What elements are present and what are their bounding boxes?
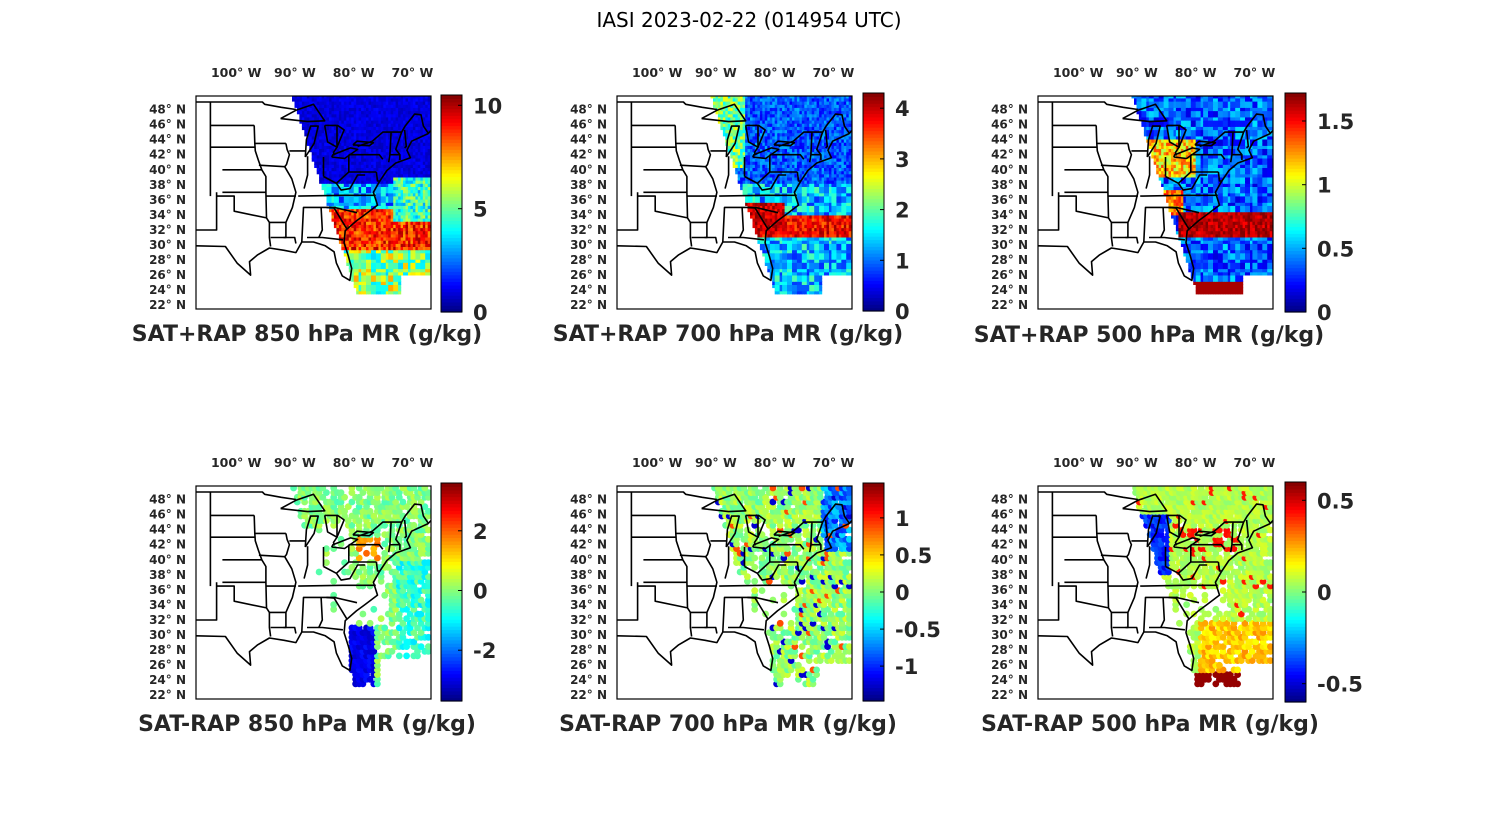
data-field — [292, 95, 433, 295]
state-border — [196, 192, 217, 230]
longitude-tick-label: 100° W — [211, 65, 262, 80]
panel-label: SAT+RAP 850 hPa MR (g/kg) — [132, 322, 482, 347]
map-panel-sat-rap-sum-850: 100° W 90° W 80° W 70° W 48° N46° N44° N42° … — [132, 65, 502, 347]
latitude-tick-label: 44° N — [149, 133, 186, 147]
latitude-tick-label: 28° N — [149, 253, 186, 267]
longitude-tick-label: 70° W — [392, 65, 434, 80]
latitude-tick-label: 46° N — [149, 118, 186, 132]
latitude-tick-label: 26° N — [149, 268, 186, 282]
colorbar-tick-label: 5 — [473, 198, 488, 222]
latitude-tick-label: 32° N — [149, 223, 186, 237]
latitude-tick-label: 40° N — [149, 163, 186, 177]
longitude-tick-label: 90° W — [274, 65, 316, 80]
figure-title: IASI 2023-02-22 (014954 UTC) — [596, 8, 901, 32]
state-border — [284, 238, 296, 244]
colorbar-tick-label: 10 — [473, 94, 502, 118]
colorbar-segment — [441, 95, 462, 99]
latitude-tick-label: 34° N — [149, 208, 186, 222]
latitude-tick-label: 22° N — [149, 298, 186, 312]
state-border — [259, 165, 285, 167]
colorbar-segment — [441, 122, 462, 126]
longitude-tick-label: 80° W — [333, 65, 375, 80]
latitude-tick-label: 48° N — [149, 103, 186, 117]
data-field — [711, 95, 855, 295]
state-border — [307, 238, 343, 240]
latitude-tick-label: 30° N — [149, 238, 186, 252]
colorbar-segment — [441, 285, 462, 289]
latitude-tick-label: 38° N — [149, 178, 186, 192]
state-border — [298, 195, 376, 196]
state-border — [271, 143, 296, 237]
latitude-tick-label: 24° N — [149, 283, 186, 297]
state-border — [304, 156, 308, 188]
colorbar-segment — [441, 231, 462, 235]
latitude-tick-label: 42° N — [149, 148, 186, 162]
state-border — [217, 196, 267, 218]
latitude-tick-label: 36° N — [149, 193, 186, 207]
colorbar-segment — [441, 176, 462, 180]
panels: 100° W 90° W 80° W 70° W 48° N46° N44° N42° … — [132, 65, 1363, 737]
state-border — [319, 207, 323, 237]
